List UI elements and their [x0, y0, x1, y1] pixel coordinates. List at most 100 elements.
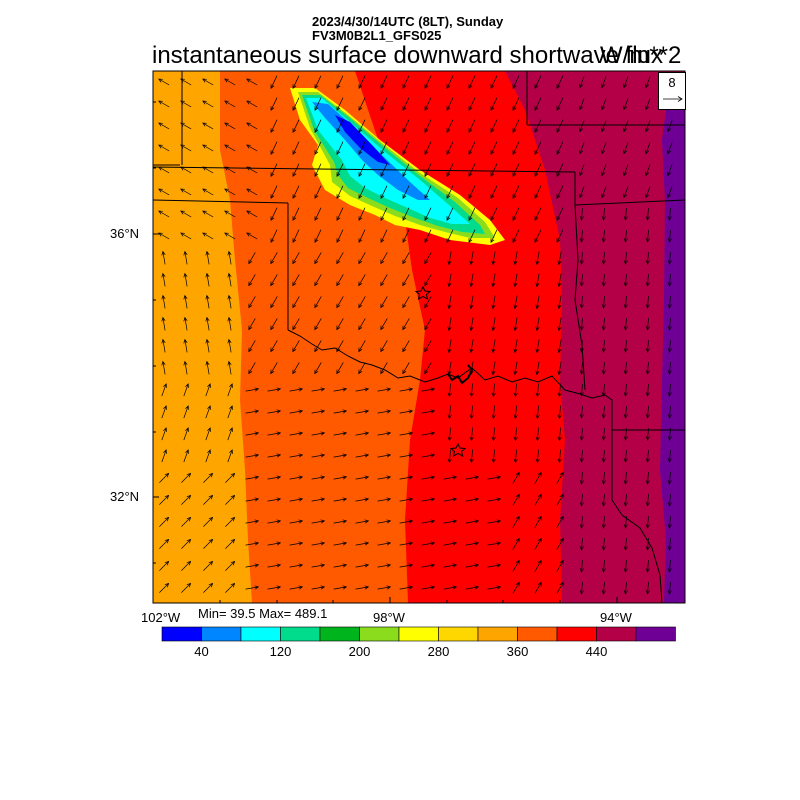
wind-vector-arrow: [579, 76, 585, 89]
wind-vector-arrow: [333, 541, 348, 546]
wind-vector-arrow: [623, 229, 628, 243]
wind-vector-arrow: [245, 519, 260, 524]
wind-vector-arrow: [556, 141, 564, 156]
reference-vector-label: 8: [668, 75, 676, 90]
wind-vector-arrow: [667, 120, 673, 133]
wind-vector-arrow: [424, 252, 432, 265]
wind-vector-arrow: [623, 449, 628, 463]
wind-vector-arrow: [183, 338, 188, 353]
wind-vector-arrow: [399, 431, 414, 436]
wind-vector-arrow: [667, 383, 672, 397]
wind-vector-arrow: [491, 339, 496, 354]
wind-vector-arrow: [289, 387, 304, 392]
wind-vector-arrow: [202, 78, 214, 86]
wind-vector-arrow: [556, 185, 564, 200]
wind-vector-arrow: [513, 339, 518, 354]
wind-vector-arrow: [292, 163, 300, 178]
wind-vector-arrow: [667, 339, 672, 353]
wind-vector-arrow: [202, 232, 214, 240]
wind-vector-arrow: [183, 316, 188, 331]
wind-vector-arrow: [270, 119, 278, 134]
wind-vector-arrow: [402, 252, 410, 265]
wind-vector-arrow: [245, 387, 260, 392]
wind-vector-arrow: [491, 317, 496, 332]
wind-vector-arrow: [424, 229, 432, 244]
wind-vector-arrow: [491, 449, 496, 464]
wind-vector-arrow: [246, 78, 258, 86]
wind-vector-arrow: [421, 563, 436, 568]
wind-vector-arrow: [181, 560, 192, 571]
wind-vector-arrow: [180, 100, 192, 108]
wind-vector-arrow: [535, 273, 540, 288]
wind-vector-arrow: [358, 296, 366, 309]
wind-vector-arrow: [512, 559, 520, 572]
wind-vector-arrow: [333, 453, 348, 458]
wind-vector-arrow: [336, 97, 344, 112]
wind-vector-arrow: [402, 274, 410, 287]
wind-vector-arrow: [424, 296, 432, 309]
wind-vector-arrow: [424, 97, 432, 112]
wind-vector-arrow: [645, 339, 650, 353]
wind-vector-arrow: [161, 427, 167, 441]
wind-vector-arrow: [314, 362, 322, 375]
wind-vector-arrow: [224, 232, 236, 240]
wind-vector-arrow: [623, 207, 628, 221]
wind-vector-arrow: [311, 541, 326, 546]
wind-vector-arrow: [421, 541, 436, 546]
wind-vector-arrow: [183, 250, 188, 265]
wind-vector-arrow: [446, 163, 454, 178]
wind-vector-arrow: [377, 497, 392, 502]
wind-vector-arrow: [645, 383, 650, 397]
wind-vector-arrow: [270, 75, 278, 90]
wind-vector-arrow: [161, 383, 167, 397]
lat-label-32n: 32°N: [110, 489, 140, 504]
wind-vector-arrow: [667, 581, 672, 595]
wind-vector-arrow: [601, 339, 606, 353]
wind-vector-arrow: [380, 119, 388, 134]
wind-vector-arrow: [534, 185, 542, 200]
wind-vector-arrow: [377, 387, 392, 392]
wind-vector-arrow: [534, 75, 542, 90]
wind-vector-arrow: [267, 563, 282, 568]
wind-vector-arrow: [314, 274, 322, 287]
wind-vector-arrow: [534, 207, 542, 222]
wind-vector-arrow: [534, 163, 542, 178]
wind-vector-arrow: [447, 251, 452, 266]
wind-vector-arrow: [292, 119, 300, 134]
wind-vector-arrow: [314, 296, 322, 309]
wind-vector-arrow: [556, 537, 564, 550]
wind-vector-arrow: [421, 497, 436, 502]
wind-vector-arrow: [579, 229, 584, 243]
wind-vector-arrow: [443, 541, 458, 546]
wind-vector-arrow: [292, 318, 300, 331]
wind-vector-arrow: [645, 295, 650, 309]
wind-vector-arrow: [487, 585, 502, 590]
wind-vector-arrow: [181, 516, 192, 527]
wind-vector-arrow: [246, 210, 258, 218]
wind-vector-arrow: [336, 362, 344, 375]
wind-vector-arrow: [292, 97, 300, 112]
wind-vector-arrow: [380, 274, 388, 287]
wind-vector-arrow: [579, 251, 584, 265]
wind-vector-arrow: [512, 163, 520, 178]
wind-vector-arrow: [245, 475, 260, 480]
wind-vector-arrow: [491, 405, 496, 420]
wind-vector-arrow: [355, 387, 370, 392]
wind-vector-arrow: [377, 409, 392, 414]
reference-vector-box: 8: [658, 72, 686, 110]
wind-vector-arrow: [245, 453, 260, 458]
wind-vector-arrow: [270, 141, 278, 156]
wind-vector-arrow: [333, 519, 348, 524]
wind-vector-arrow: [402, 97, 410, 112]
wind-vector-arrow: [227, 294, 232, 309]
wind-vector-arrow: [289, 541, 304, 546]
wind-vector-arrow: [333, 387, 348, 392]
wind-vector-arrow: [645, 427, 650, 441]
wind-vector-arrow: [601, 295, 606, 309]
wind-vector-arrow: [402, 119, 410, 134]
wind-vector-arrow: [227, 316, 232, 331]
wind-vector-arrow: [579, 339, 584, 353]
wind-vector-arrow: [399, 497, 414, 502]
wind-vector-arrow: [203, 472, 214, 483]
wind-vector-arrow: [248, 252, 256, 265]
